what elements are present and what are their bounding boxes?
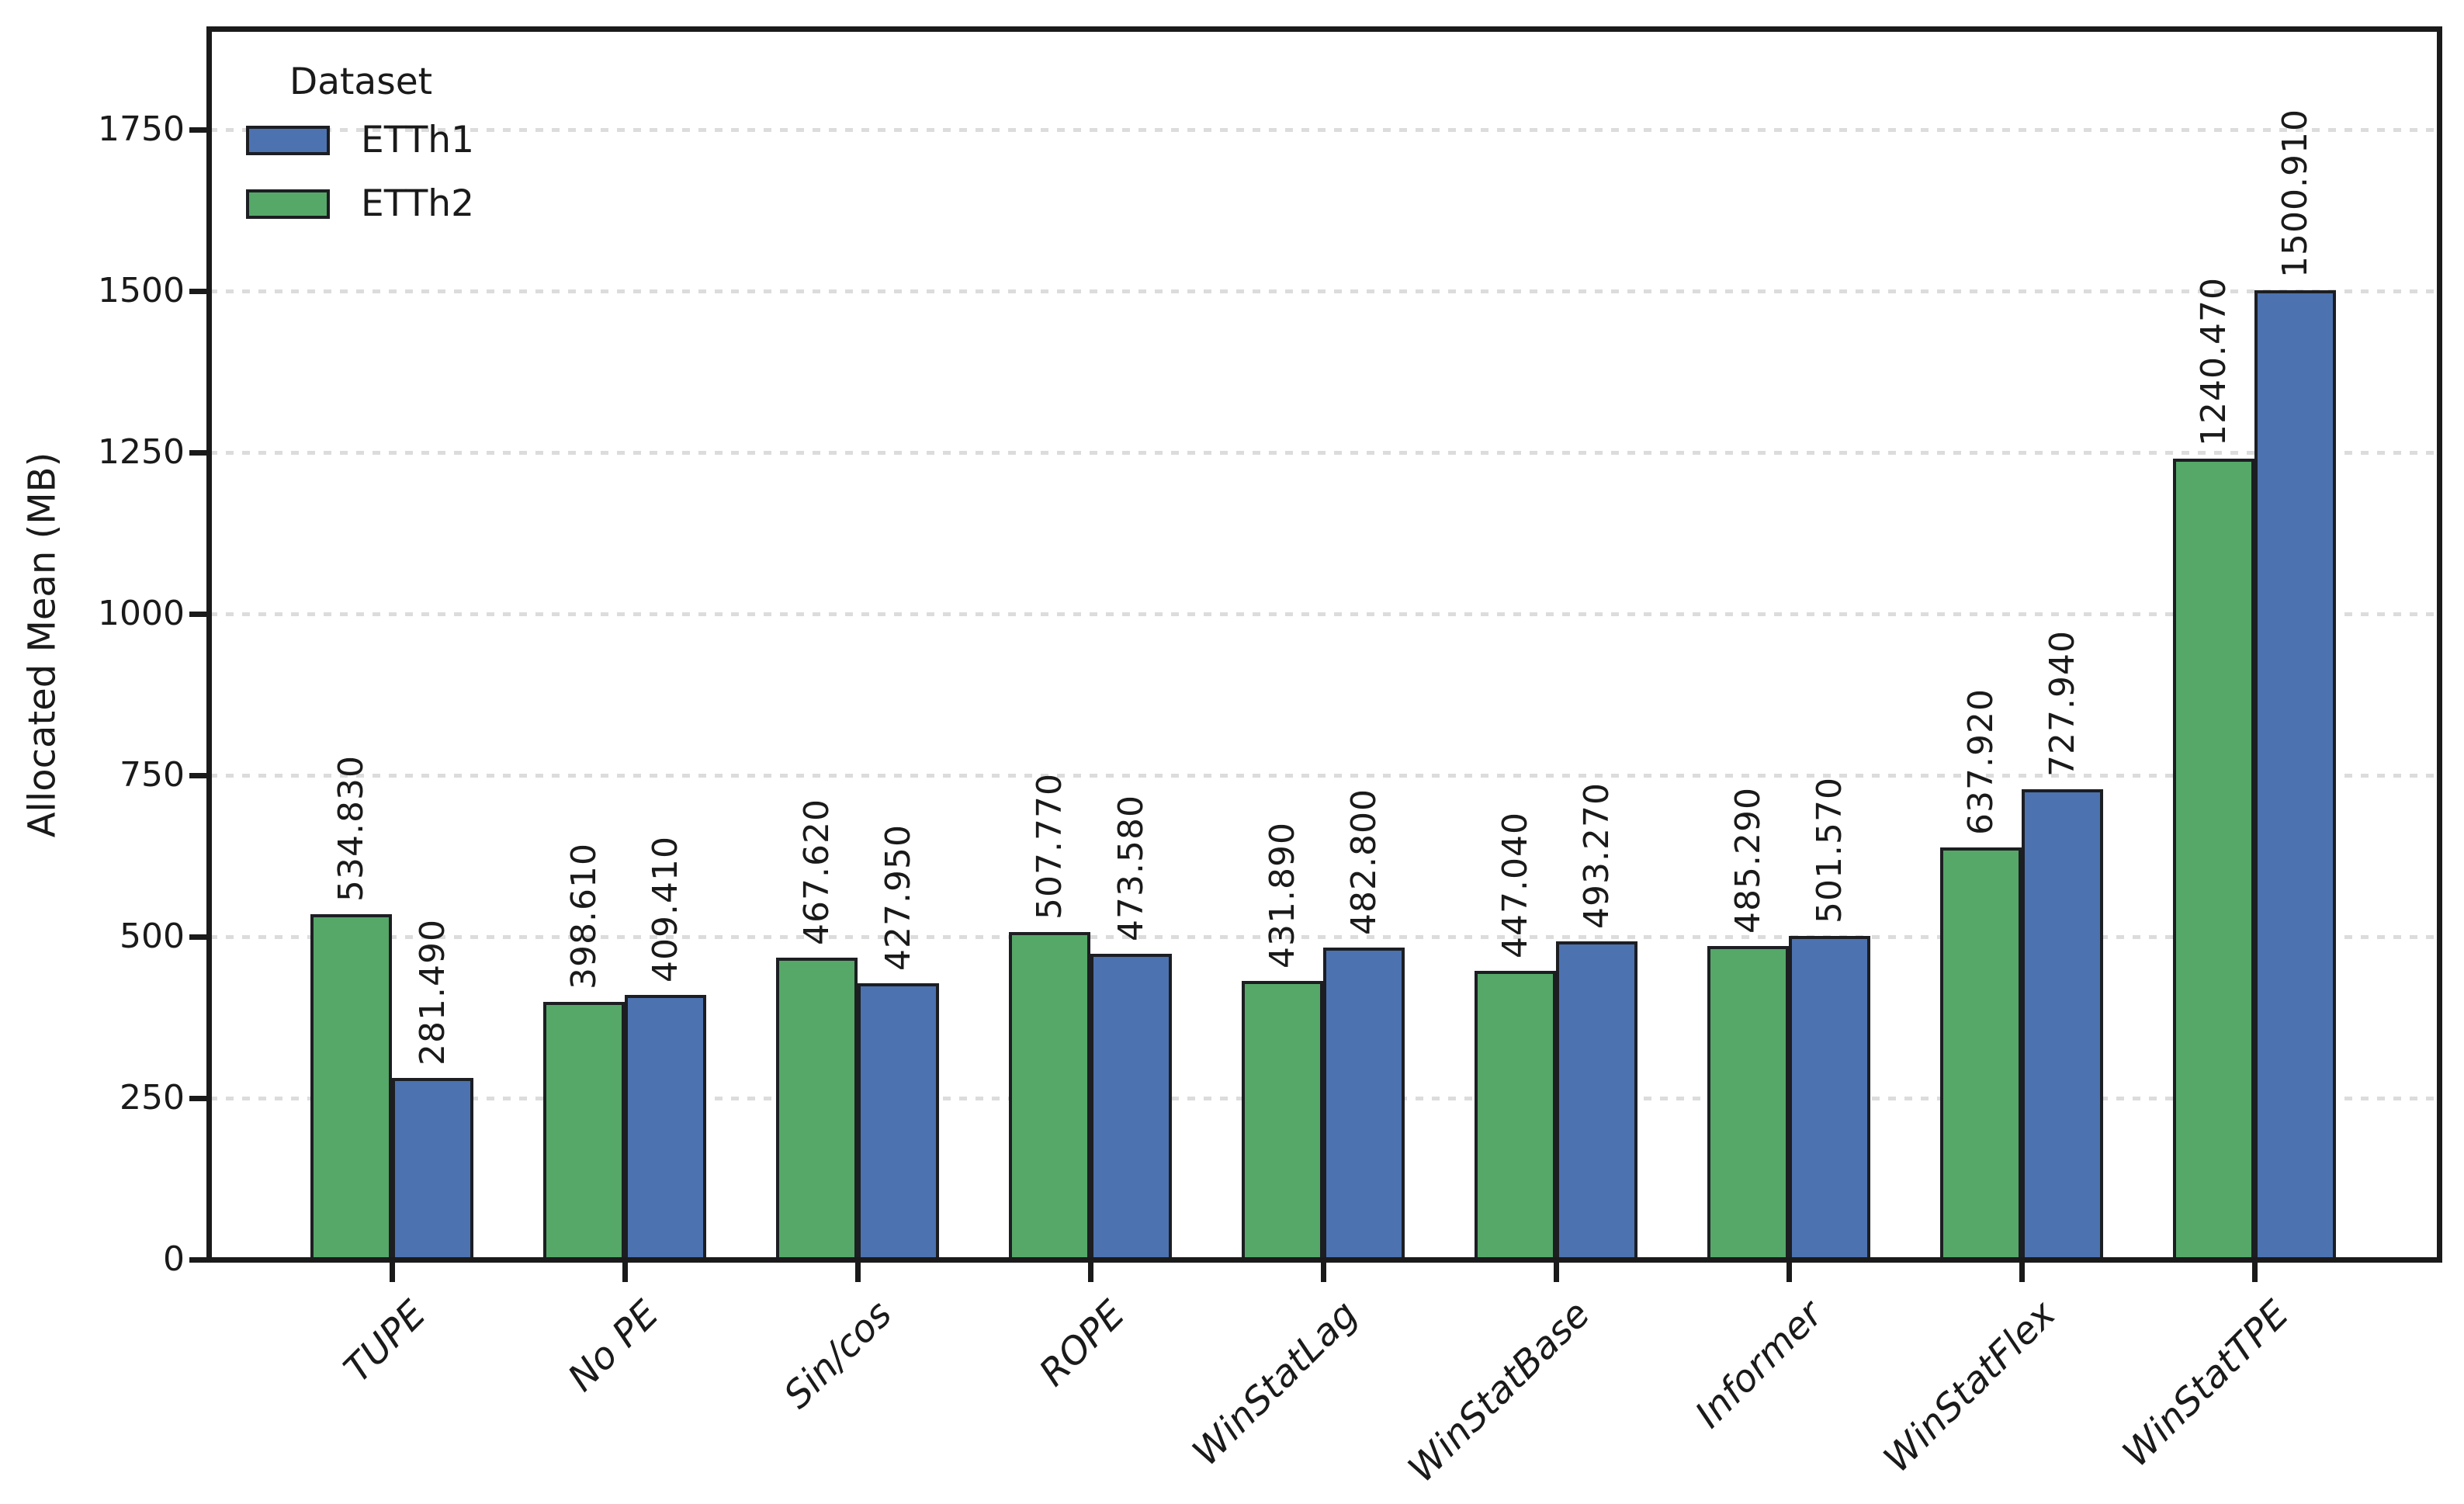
grid-line-y-500 [210, 934, 2439, 939]
bar-value-label: 1240.470 [2193, 277, 2234, 446]
legend-item-label: ETTh2 [361, 182, 474, 225]
bar-etth1-tupe [392, 1078, 473, 1260]
x-tick-7 [2019, 1262, 2025, 1282]
bar-value-label: 1500.910 [2275, 109, 2315, 278]
bar-etth2-winstatflex [1940, 847, 2022, 1260]
x-tick-6 [1786, 1262, 1792, 1282]
legend-title: Dataset [289, 61, 433, 103]
bar-etth1-rope [1090, 954, 1172, 1260]
legend-swatch-etth1-icon [246, 126, 330, 155]
bar-etth2-winstatbase [1475, 971, 1556, 1260]
x-tick-0 [390, 1262, 395, 1282]
y-tick-label: 250 [120, 1077, 185, 1118]
bar-value-label: 473.580 [1111, 795, 1151, 941]
bar-value-label: 409.410 [645, 836, 685, 982]
y-axis-title: Allocated Mean (MB) [8, 29, 76, 1260]
grid-line-y-1000 [210, 612, 2439, 616]
bar-etth1-winstattpe [2254, 290, 2336, 1260]
bar-value-label: 398.610 [563, 843, 604, 989]
bar-etth2-no-pe [543, 1002, 625, 1260]
x-tick-5 [1554, 1262, 1559, 1282]
x-tick-label: WinStatTPE [2114, 1292, 2297, 1476]
x-tick-label: TUPE [335, 1292, 435, 1391]
bar-etth2-sin-cos [776, 958, 858, 1260]
bar-value-label: 485.290 [1728, 787, 1768, 934]
y-tick-250 [189, 1095, 210, 1101]
y-tick-0 [189, 1257, 210, 1263]
legend-swatch-etth2-icon [246, 189, 330, 219]
y-tick-label: 750 [120, 754, 185, 795]
legend-item-label: ETTh1 [361, 119, 474, 161]
bar-etth1-winstatlag [1323, 948, 1405, 1260]
grid-line-y-750 [210, 773, 2439, 778]
x-tick-label: WinStatFlex [1875, 1292, 2064, 1481]
bar-value-label: 727.940 [2042, 630, 2082, 777]
y-tick-1000 [189, 611, 210, 617]
bar-etth2-winstatlag [1242, 981, 1323, 1260]
bar-value-label: 427.950 [878, 824, 918, 971]
y-tick-label: 500 [120, 916, 185, 956]
x-tick-1 [622, 1262, 628, 1282]
bar-value-label: 447.040 [1495, 812, 1535, 958]
bar-etth2-winstattpe [2173, 459, 2254, 1260]
y-tick-1250 [189, 449, 210, 456]
bar-value-label: 467.620 [796, 799, 837, 945]
y-tick-1750 [189, 126, 210, 133]
bar-value-label: 482.800 [1343, 788, 1384, 935]
x-tick-3 [1088, 1262, 1093, 1282]
bar-etth2-tupe [310, 914, 392, 1260]
bar-value-label: 493.270 [1576, 782, 1617, 929]
x-tick-label: ROPE [1031, 1292, 1133, 1395]
grid-line-y-1250 [210, 450, 2439, 455]
plot-area: 534.830 281.490 398.610 409.410 467.620 427.9… [189, 26, 2442, 1282]
bar-value-label: 281.490 [412, 919, 452, 1066]
x-tick-2 [855, 1262, 861, 1282]
bar-etth2-rope [1009, 932, 1090, 1260]
x-tick-4 [1321, 1262, 1326, 1282]
y-tick-label: 1250 [98, 431, 185, 472]
legend-item-etth1: ETTh1 [246, 122, 474, 159]
x-tick-label: Informer [1687, 1292, 1832, 1436]
y-tick-label: 1000 [98, 593, 185, 633]
y-tick-label: 1750 [98, 109, 185, 149]
bar-etth1-informer [1789, 936, 1870, 1260]
y-tick-500 [189, 934, 210, 940]
bar-value-label: 507.770 [1029, 773, 1069, 920]
y-tick-1500 [189, 288, 210, 294]
x-tick-label: WinStatLag [1183, 1292, 1366, 1475]
y-tick-750 [189, 772, 210, 778]
grid-line-y-1750 [210, 127, 2439, 132]
x-tick-label: WinStatBase [1400, 1292, 1599, 1492]
y-axis-title-text: Allocated Mean (MB) [20, 452, 64, 837]
legend: Dataset ETTh1 ETTh2 [246, 61, 474, 253]
x-tick-label: Sin/cos [775, 1292, 900, 1417]
grid-line-y-1500 [210, 289, 2439, 293]
y-tick-label: 0 [163, 1239, 185, 1279]
bar-value-label: 501.570 [1809, 777, 1849, 924]
x-tick-8 [2252, 1262, 2258, 1282]
bar-etth1-winstatbase [1556, 941, 1637, 1260]
bar-etth1-sin-cos [858, 983, 939, 1260]
bar-etth1-winstatflex [2022, 789, 2103, 1260]
bar-value-label: 637.920 [1960, 688, 2001, 835]
bar-value-label: 534.830 [331, 755, 371, 902]
y-tick-label: 1500 [98, 270, 185, 310]
bar-value-label: 431.890 [1262, 822, 1302, 969]
x-tick-label: No PE [560, 1292, 667, 1400]
bar-etth2-informer [1707, 946, 1789, 1260]
legend-item-etth2: ETTh2 [246, 185, 474, 223]
bar-etth1-no-pe [625, 995, 706, 1260]
